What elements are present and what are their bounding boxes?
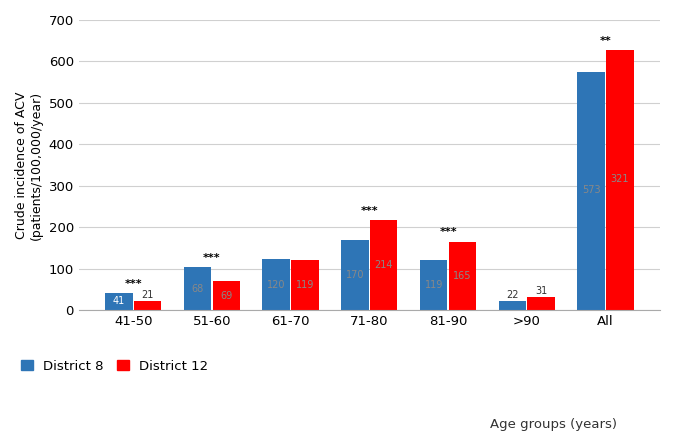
Text: 120: 120 (267, 280, 286, 289)
Bar (577, 72, 605, 310)
Text: 214: 214 (375, 260, 393, 270)
Bar (341, 240, 369, 310)
Text: ***: *** (124, 279, 142, 289)
Text: 41: 41 (113, 297, 125, 306)
Text: 31: 31 (535, 286, 547, 296)
Bar (449, 242, 476, 310)
Text: 21: 21 (141, 290, 154, 300)
Text: 321: 321 (611, 174, 629, 185)
Text: 119: 119 (425, 280, 443, 290)
Text: ***: *** (439, 227, 457, 238)
Bar (213, 281, 240, 310)
Bar (370, 220, 398, 310)
Bar (420, 260, 448, 310)
Bar (134, 301, 161, 310)
Text: Age groups (years): Age groups (years) (490, 418, 617, 431)
Text: 119: 119 (296, 280, 314, 290)
Text: ***: *** (203, 253, 221, 263)
Text: **: ** (599, 36, 612, 46)
Bar (184, 267, 211, 310)
Bar (499, 301, 526, 310)
Text: 165: 165 (453, 271, 472, 281)
Text: ***: *** (360, 206, 378, 215)
Text: 22: 22 (506, 289, 518, 300)
Y-axis label: Crude incidence of ACV
(patients/100,000/year): Crude incidence of ACV (patients/100,000… (15, 91, 43, 240)
Bar (105, 293, 132, 310)
Legend: District 8, District 12: District 8, District 12 (16, 354, 214, 378)
Bar (263, 259, 290, 310)
Bar (291, 260, 319, 310)
Bar (606, 50, 634, 310)
Text: 573: 573 (582, 185, 600, 195)
Text: 68: 68 (192, 284, 204, 293)
Text: 69: 69 (220, 291, 232, 301)
Bar (527, 297, 555, 310)
Text: 170: 170 (346, 270, 365, 280)
